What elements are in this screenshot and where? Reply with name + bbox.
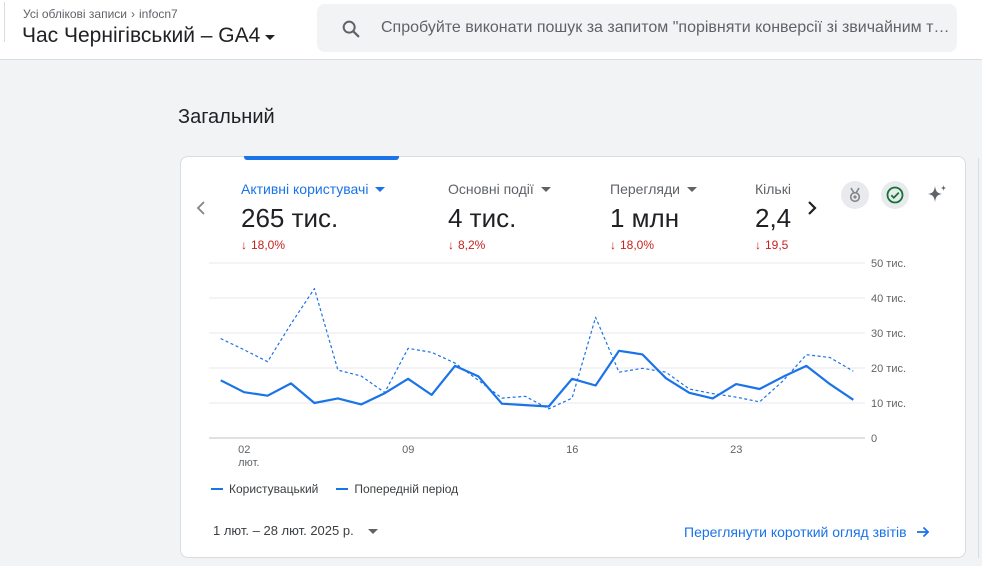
view-reports-link[interactable]: Переглянути короткий огляд звітів (684, 524, 931, 540)
caret-down-icon[interactable] (686, 187, 697, 192)
arrow-down-icon: ↓ (755, 238, 761, 252)
y-tick-label: 30 тис. (871, 328, 906, 340)
top-bar: Усі облікові записи › infocn7 Час Черніг… (0, 0, 982, 60)
page-title: Загальний (178, 106, 275, 128)
legend-item-previous[interactable]: Попередній період (336, 482, 458, 496)
y-tick-label: 20 тис. (871, 363, 906, 375)
caret-down-icon (265, 35, 276, 40)
x-tick-label: 02 (238, 444, 250, 456)
chevron-right-icon[interactable] (802, 197, 822, 219)
chart-legend: Користувацький Попередній період (211, 482, 458, 496)
line-chart: 0 10 тис. 20 тис. 30 тис. 40 тис. 50 тис. 02лю… (209, 258, 906, 469)
metric-value: 2,4 (755, 203, 792, 233)
metric-label: Перегляди (610, 181, 680, 197)
metric-delta: ↓ 18,0% (610, 238, 655, 252)
y-tick-label: 40 тис. (871, 293, 906, 305)
search-bar[interactable]: Спробуйте виконати пошук за запитом "пор… (317, 4, 957, 52)
sparkle-icon[interactable] (923, 181, 951, 209)
metric-value: 265 тис. (241, 203, 339, 233)
caret-down-icon[interactable] (375, 187, 386, 192)
arrow-right-icon (916, 526, 929, 538)
property-name: Час Чернігівський – GA4 (22, 24, 261, 47)
active-tab-indicator (244, 156, 399, 160)
metric-label: Кількі (755, 181, 791, 197)
metric-value: 1 млн (610, 203, 680, 233)
legend-item-current[interactable]: Користувацький (211, 482, 318, 496)
legend-label: Попередній період (354, 482, 459, 496)
chevron-left-icon[interactable] (191, 197, 211, 219)
x-tick-sublabel: лют. (238, 457, 259, 469)
date-range-selector[interactable]: 1 лют. – 28 лют. 2025 р. (213, 523, 378, 538)
caret-down-icon[interactable] (540, 187, 551, 192)
divider (4, 2, 5, 42)
search-icon (342, 20, 360, 38)
y-tick-label: 0 (871, 433, 877, 445)
series-line-current (220, 349, 854, 408)
metric-value: 4 тис. (448, 203, 517, 233)
arrow-down-icon: ↓ (610, 238, 616, 252)
date-range-label: 1 лют. – 28 лют. 2025 р. (213, 523, 354, 538)
search-input[interactable]: Спробуйте виконати пошук за запитом "пор… (381, 19, 951, 36)
check-circle-icon[interactable] (881, 181, 909, 209)
metric-label: Активні користувачі (241, 181, 369, 197)
overview-card: Активні користувачі 265 тис. ↓ 18,0% Осно… (180, 156, 966, 558)
legend-label: Користувацький (229, 482, 319, 496)
chevron-right-icon: › (131, 7, 136, 21)
arrow-down-icon: ↓ (448, 238, 454, 252)
caret-down-icon (367, 528, 378, 534)
metric-count[interactable]: Кількі 2,4 ↓ 19,5 (755, 181, 793, 252)
medal-icon[interactable] (841, 181, 869, 209)
metric-delta: ↓ 18,0% (241, 238, 286, 252)
property-selector[interactable]: Час Чернігівський – GA4 (22, 24, 276, 48)
metric-delta: ↓ 8,2% (448, 238, 486, 252)
next-card-edge (978, 158, 979, 558)
x-tick-label: 09 (402, 444, 414, 456)
breadcrumb-account[interactable]: infocn7 (139, 7, 178, 21)
dashed-line-swatch (336, 488, 349, 490)
breadcrumb-root[interactable]: Усі облікові записи (23, 7, 128, 21)
series-line-previous (220, 288, 854, 410)
metric-active-users[interactable]: Активні користувачі 265 тис. ↓ 18,0% (241, 181, 386, 252)
metric-views[interactable]: Перегляди 1 млн ↓ 18,0% (610, 181, 697, 252)
x-tick-label: 23 (730, 444, 742, 456)
arrow-down-icon: ↓ (241, 238, 247, 252)
metric-delta: ↓ 19,5 (755, 238, 789, 252)
y-tick-label: 50 тис. (871, 258, 906, 270)
solid-line-swatch (211, 488, 223, 490)
x-tick-label: 16 (566, 444, 578, 456)
metric-label: Основні події (448, 181, 534, 197)
metric-clipped-wrapper: Кількі 2,4 ↓ 19,5 (755, 181, 793, 257)
metric-key-events[interactable]: Основні події 4 тис. ↓ 8,2% (448, 181, 551, 252)
breadcrumb[interactable]: Усі облікові записи › infocn7 (23, 7, 178, 21)
y-tick-label: 10 тис. (871, 398, 906, 410)
